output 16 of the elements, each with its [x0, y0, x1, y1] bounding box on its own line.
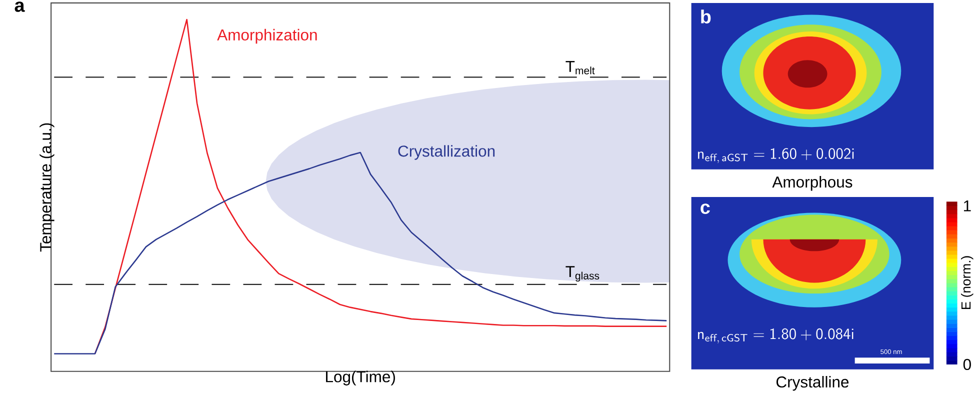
text: Crystalline — [776, 376, 849, 391]
ref-line-label: T$_{glass}$ — [566, 266, 600, 282]
text: Amorphous — [772, 176, 852, 191]
text: c — [700, 204, 710, 214]
text: E (norm.) — [961, 256, 974, 310]
text: $\mathsf{n_{eff,\,cGST} = 1.80 + 0.084i}$ — [698, 328, 854, 344]
text: 1 — [964, 200, 971, 212]
y-axis-title: Temperature (a.u.) — [40, 123, 54, 252]
ref-line-label: T$_{melt}$ — [566, 61, 595, 74]
series-label: Crystallization — [398, 145, 495, 160]
chart-title: a — [14, 2, 25, 12]
text: 0 — [963, 358, 971, 370]
series-label: Amorphization — [217, 28, 317, 44]
text: b — [701, 10, 711, 24]
x-axis-title: Log(Time) — [326, 370, 395, 386]
text: $\mathsf{n_{eff,\,aGST} = 1.60 + 0.002i}$ — [698, 148, 854, 164]
